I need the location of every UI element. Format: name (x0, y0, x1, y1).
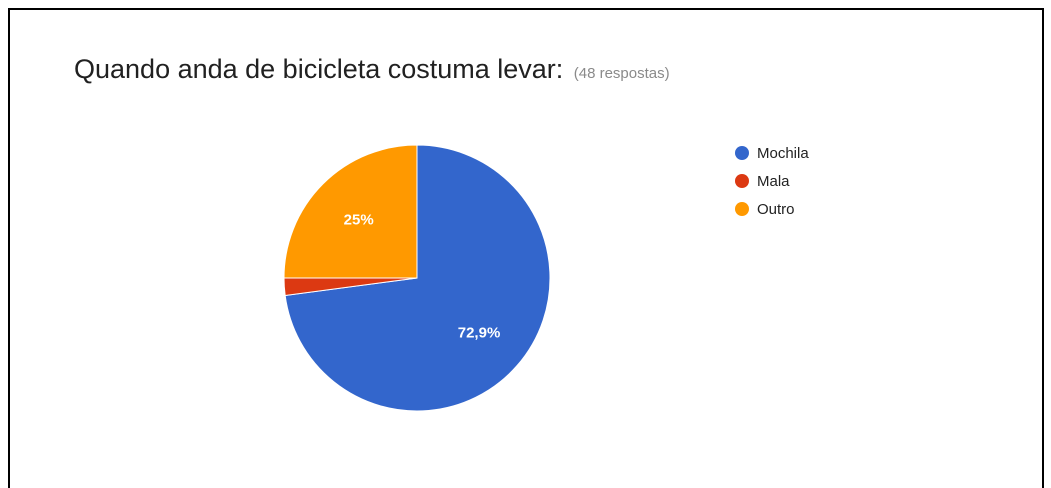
legend-marker-mala (735, 174, 749, 188)
pie-slice-outro[interactable] (283, 144, 418, 279)
legend-label-mochila[interactable]: Mochila (757, 145, 809, 162)
chart-title: Quando anda de bicicleta costuma levar: (74, 54, 564, 84)
chart-legend: Mochila Mala Outro (735, 145, 809, 218)
chart-subtitle: (48 respostas) (573, 65, 670, 82)
chart-header: Quando anda de bicicleta costuma levar: … (74, 54, 670, 85)
slice-label-mochila: 72,9% (458, 324, 501, 341)
legend-marker-outro (735, 202, 749, 216)
pie-slice-mochila[interactable] (284, 144, 551, 412)
pie-slices (283, 144, 551, 412)
legend-marker-mochila (735, 146, 749, 160)
slice-label-outro: 25% (344, 212, 374, 229)
legend-label-mala[interactable]: Mala (757, 173, 790, 190)
pie-slice-labels: 72,9% 25% (344, 212, 501, 342)
legend-label-outro[interactable]: Outro (757, 201, 795, 218)
